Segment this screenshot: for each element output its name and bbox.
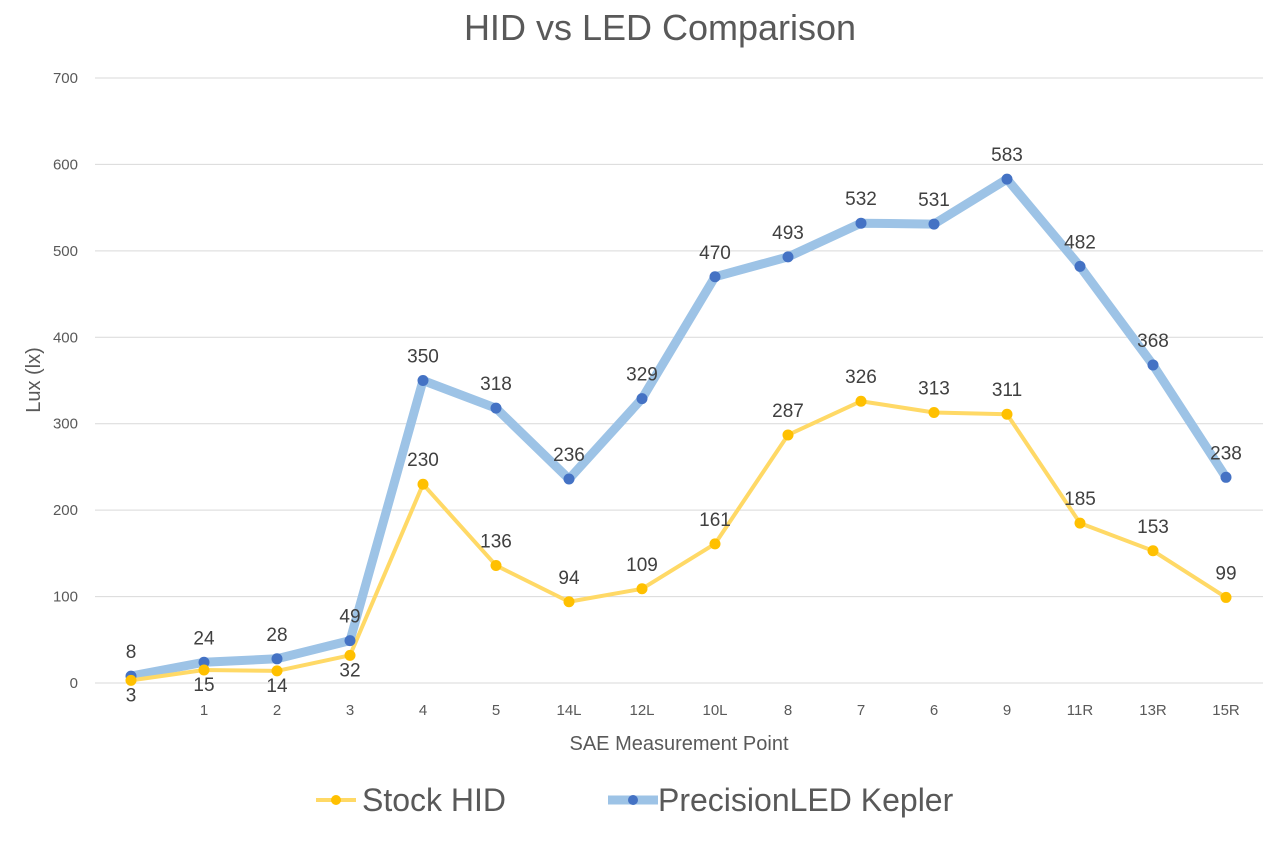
data-label: 238 <box>1210 443 1242 464</box>
y-tick-label: 600 <box>53 156 78 173</box>
data-point <box>1074 517 1086 529</box>
data-label: 532 <box>845 189 877 210</box>
data-point <box>271 665 283 677</box>
y-tick-label: 0 <box>70 675 78 692</box>
data-label: 531 <box>918 190 950 211</box>
data-point <box>1147 359 1159 371</box>
data-point <box>782 251 794 263</box>
x-tick-label: 5 <box>492 702 500 719</box>
data-point <box>855 395 867 407</box>
data-label: 482 <box>1064 232 1096 253</box>
data-point <box>125 674 137 686</box>
data-point <box>782 429 794 441</box>
data-point <box>928 218 940 230</box>
x-tick-label: 8 <box>784 702 792 719</box>
data-label: 470 <box>699 243 731 264</box>
data-label: 14 <box>266 676 288 697</box>
data-point <box>1001 408 1013 420</box>
data-label: 368 <box>1137 331 1169 352</box>
series-line-stock-hid <box>130 399 1228 683</box>
data-label: 109 <box>626 555 658 576</box>
x-axis-label: SAE Measurement Point <box>570 733 789 755</box>
legend-marker-kepler <box>628 795 638 805</box>
data-point <box>1147 545 1159 557</box>
data-label: 329 <box>626 365 658 386</box>
legend-label-stock-hid: Stock HID <box>362 782 506 818</box>
data-label: 350 <box>407 347 439 368</box>
y-axis-label: Lux (lx) <box>23 347 45 413</box>
x-tick-label: 9 <box>1003 702 1011 719</box>
data-point <box>417 478 429 490</box>
data-label: 583 <box>991 145 1023 166</box>
data-label: 94 <box>558 568 580 589</box>
data-label: 24 <box>193 628 215 649</box>
legend-label-kepler: PrecisionLED Kepler <box>658 782 954 818</box>
data-point <box>271 653 283 665</box>
data-label: 49 <box>339 607 360 628</box>
data-point <box>1074 260 1086 272</box>
data-label: 236 <box>553 445 585 466</box>
data-point <box>636 583 648 595</box>
data-label: 99 <box>1215 563 1236 584</box>
x-tick-label: 4 <box>419 702 427 719</box>
data-label: 318 <box>480 374 512 395</box>
x-tick-label: 10L <box>702 702 727 719</box>
data-label: 185 <box>1064 489 1096 510</box>
data-point <box>198 664 210 676</box>
x-tick-label: 11R <box>1067 702 1094 719</box>
data-label: 161 <box>699 510 731 531</box>
data-point <box>636 393 648 405</box>
x-tick-label: 14L <box>556 702 581 719</box>
data-point <box>344 649 356 661</box>
data-point <box>1001 173 1013 185</box>
y-tick-label: 100 <box>53 589 78 606</box>
data-label: 153 <box>1137 517 1169 538</box>
x-tick-label: 13R <box>1139 702 1167 719</box>
data-point <box>198 656 210 668</box>
y-tick-label: 500 <box>53 243 78 260</box>
x-tick-label: 6 <box>930 702 938 719</box>
data-point <box>563 473 575 485</box>
data-point <box>490 559 502 571</box>
data-label: 313 <box>918 378 950 399</box>
data-label: 230 <box>407 450 439 471</box>
legend-marker-stock-hid <box>331 795 341 805</box>
data-label: 15 <box>193 675 214 696</box>
x-tick-label: 7 <box>857 702 865 719</box>
data-point <box>928 406 940 418</box>
data-point <box>1220 591 1232 603</box>
data-point <box>490 402 502 414</box>
data-label: 326 <box>845 367 877 388</box>
data-label: 28 <box>266 625 287 646</box>
y-tick-label: 200 <box>53 502 78 519</box>
data-label: 136 <box>480 531 512 552</box>
data-point <box>1220 471 1232 483</box>
x-tick-label: 15R <box>1212 702 1240 719</box>
x-tick-label: 2 <box>273 702 281 719</box>
data-point <box>709 271 721 283</box>
data-label: 493 <box>772 223 804 244</box>
x-tick-label: 12L <box>629 702 654 719</box>
data-point <box>855 217 867 229</box>
x-tick-label: 3 <box>346 702 354 719</box>
data-point <box>344 635 356 647</box>
data-point <box>563 596 575 608</box>
data-label: 32 <box>339 660 360 681</box>
data-point <box>417 375 429 386</box>
y-tick-label: 300 <box>53 416 78 433</box>
data-label: 3 <box>126 685 137 706</box>
x-tick-label: 1 <box>200 702 208 719</box>
data-point <box>709 538 721 550</box>
chart-title: HID vs LED Comparison <box>464 7 856 48</box>
data-label: 311 <box>992 380 1022 401</box>
data-label: 8 <box>126 642 137 663</box>
y-tick-label: 400 <box>53 329 78 346</box>
y-tick-label: 700 <box>53 70 78 87</box>
data-label: 287 <box>772 401 804 422</box>
series-line-kepler <box>130 174 1230 681</box>
